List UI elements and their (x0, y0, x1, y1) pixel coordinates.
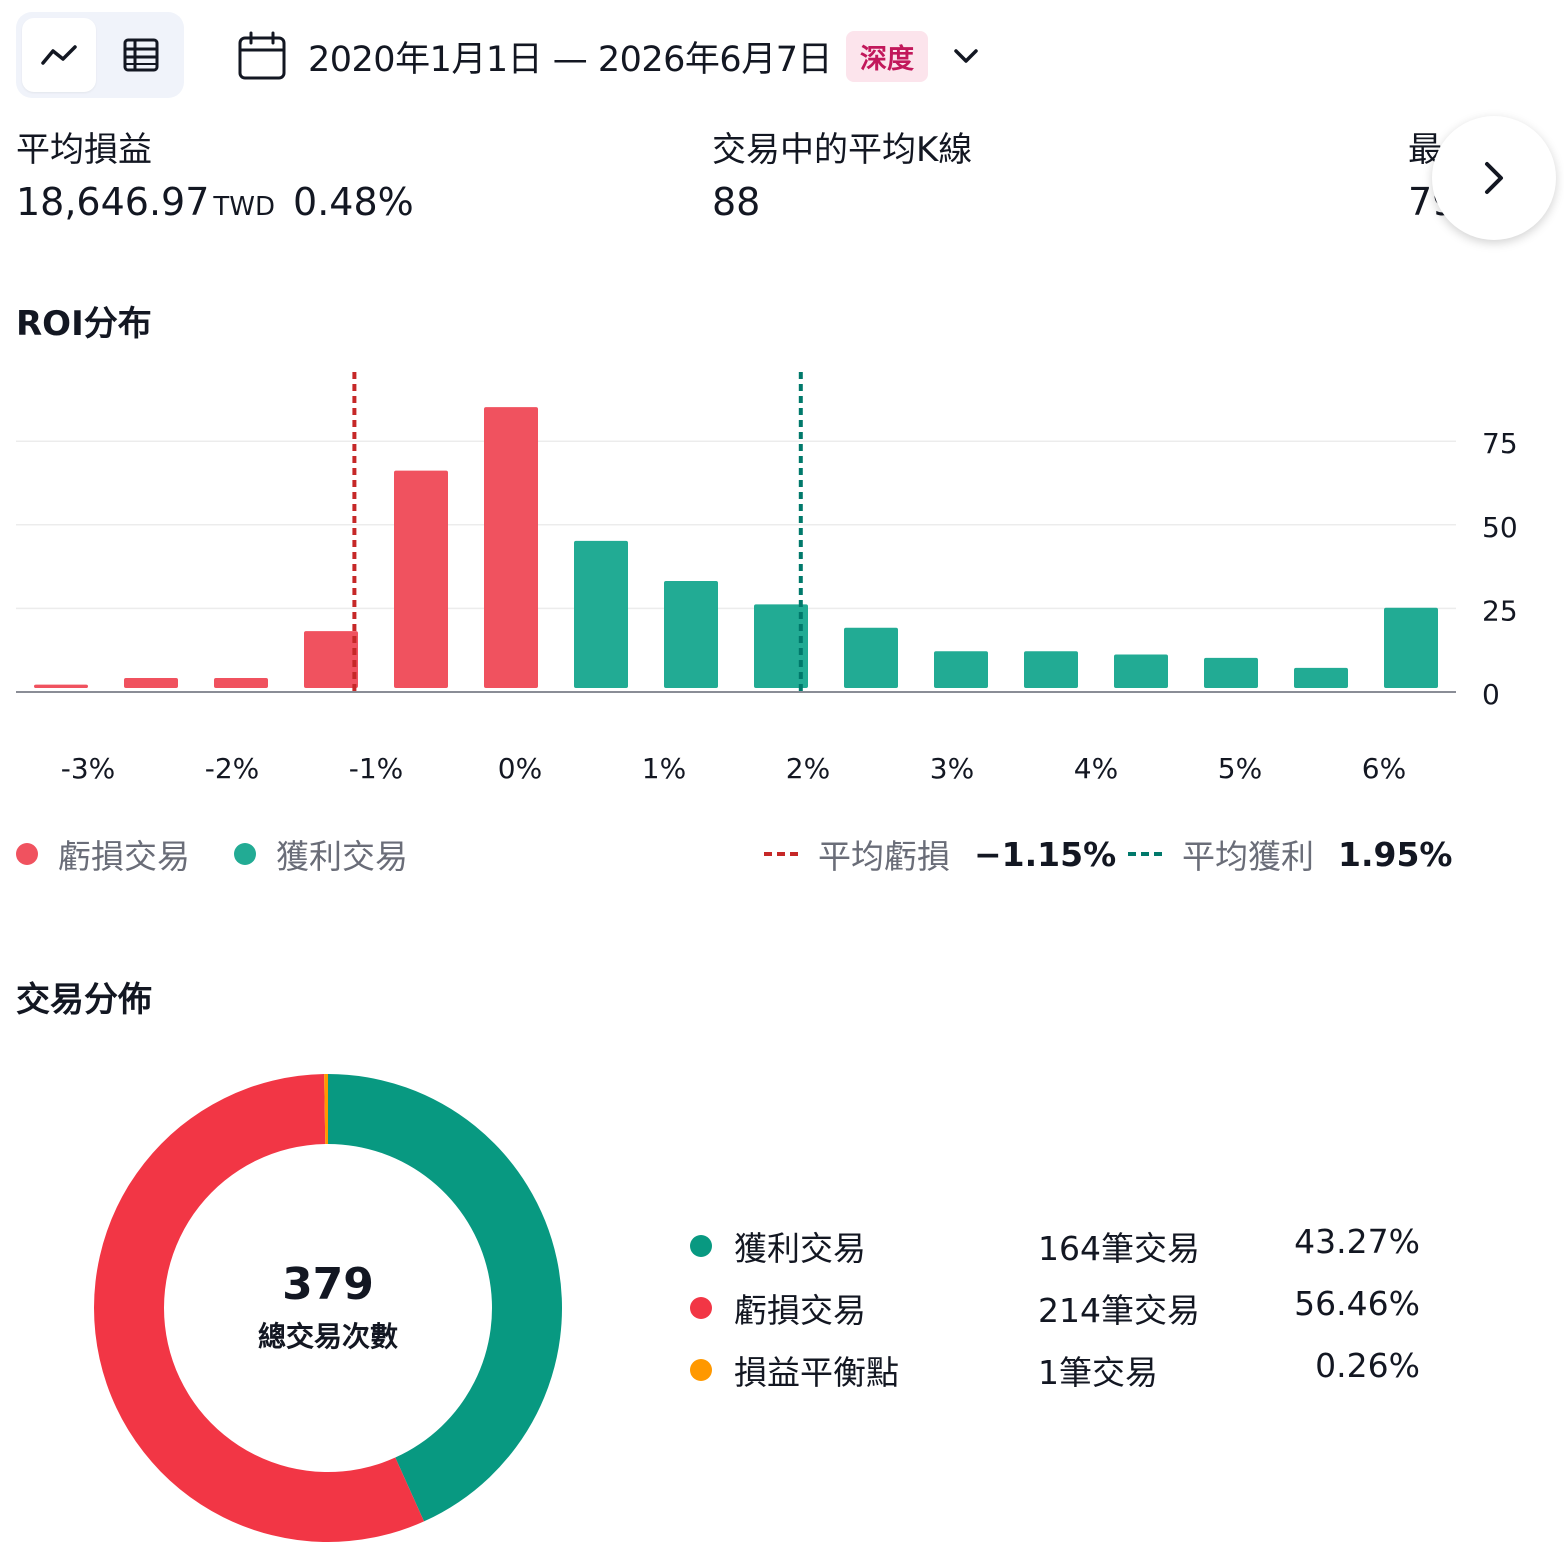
legend-avg-loss-label: 平均虧損 (818, 837, 950, 876)
distribution-section-title: 交易分佈 (16, 980, 152, 1020)
histogram-bar[interactable] (1024, 651, 1078, 688)
dist-label: 損益平衡點 (734, 1353, 899, 1392)
view-toggle (16, 12, 184, 98)
profit-dot (690, 1235, 712, 1257)
donut-slice[interactable] (324, 1074, 328, 1145)
dist-count: 214筆交易 (1038, 1291, 1200, 1330)
x-tick-label: 2% (786, 752, 830, 785)
avg-profit-dash-icon (1128, 852, 1162, 856)
avg-pnl-unit: TWD (213, 192, 276, 222)
histogram-bar[interactable] (574, 540, 628, 688)
histogram-bar[interactable] (214, 677, 268, 688)
histogram-bar[interactable] (1204, 657, 1258, 688)
dist-percent: 56.46% (1294, 1284, 1420, 1323)
histogram-bar[interactable] (934, 651, 988, 688)
dist-row-breakeven: 損益平衡點 1筆交易 0.26% (690, 1346, 1430, 1396)
x-tick-label: 4% (1074, 752, 1118, 785)
avg-pnl-label: 平均損益 (16, 130, 152, 170)
dist-count: 164筆交易 (1038, 1229, 1200, 1268)
legend-profit-label: 獲利交易 (276, 837, 408, 876)
x-tick-label: -1% (349, 752, 404, 785)
donut-slice[interactable] (328, 1074, 562, 1522)
y-tick-label: 50 (1482, 511, 1518, 544)
histogram-bar[interactable] (664, 580, 718, 688)
next-stats-button[interactable] (1432, 116, 1556, 240)
loss-dot (16, 843, 38, 865)
histogram-bar[interactable] (304, 631, 358, 688)
trade-distribution-donut (94, 1074, 562, 1542)
histogram-bar[interactable] (1294, 667, 1348, 688)
x-tick-label: -2% (205, 752, 260, 785)
avg-bars-label: 交易中的平均K線 (712, 130, 973, 170)
histogram-bar[interactable] (1114, 654, 1168, 688)
profit-dot (234, 843, 256, 865)
chevron-down-icon[interactable] (950, 40, 982, 72)
legend-avg-loss-value: −1.15% (974, 834, 1117, 874)
legend-loss-label: 虧損交易 (58, 837, 190, 876)
x-tick-label: 0% (498, 752, 542, 785)
dist-percent: 0.26% (1315, 1346, 1420, 1385)
calendar-icon (238, 31, 286, 80)
dist-label: 獲利交易 (734, 1229, 866, 1268)
legend-avg-profit-label: 平均獲利 (1182, 837, 1314, 876)
x-tick-label: 5% (1218, 752, 1262, 785)
avg-bars-value: 88 (712, 180, 761, 224)
y-tick-label: 25 (1482, 594, 1518, 627)
x-tick-label: 3% (930, 752, 974, 785)
histogram-bar[interactable] (124, 677, 178, 688)
table-view-button[interactable] (104, 18, 178, 92)
avg-pnl-value: 18,646.97 (16, 180, 210, 224)
breakeven-dot (690, 1359, 712, 1381)
y-tick-label: 0 (1482, 678, 1500, 711)
x-tick-label: 6% (1362, 752, 1406, 785)
legend-loss: 虧損交易 (16, 828, 190, 880)
dist-percent: 43.27% (1294, 1222, 1420, 1261)
trend-line-icon (41, 45, 77, 65)
legend-profit: 獲利交易 (234, 828, 408, 880)
x-tick-label: 1% (642, 752, 686, 785)
legend-avg-profit-value: 1.95% (1338, 834, 1453, 874)
avg-pnl-percent: 0.48% (293, 180, 414, 224)
dist-label: 虧損交易 (734, 1291, 866, 1330)
dist-count: 1筆交易 (1038, 1353, 1158, 1392)
legend-avg-profit: 平均獲利 1.95% (1128, 828, 1453, 880)
histogram-bar[interactable] (394, 470, 448, 688)
histogram-bar[interactable] (844, 627, 898, 688)
line-view-button[interactable] (22, 18, 96, 92)
y-tick-label: 75 (1482, 427, 1518, 460)
histogram-bar[interactable] (754, 604, 808, 688)
histogram-bar[interactable] (484, 407, 538, 688)
date-range-text: 2020年1月1日 — 2026年6月7日 (308, 39, 832, 80)
avg-loss-dash-icon (764, 852, 798, 856)
x-tick-label: -3% (61, 752, 116, 785)
roi-histogram: 0 25 50 75 -3% -2% -1% 0% 1% 2% 3% 4% 5% 6% (16, 372, 1518, 785)
loss-dot (690, 1297, 712, 1319)
histogram-bar[interactable] (34, 684, 88, 688)
dist-row-loss: 虧損交易 214筆交易 56.46% (690, 1284, 1430, 1334)
chevron-right-icon (1485, 162, 1503, 194)
avg-pnl-value-group: 18,646.97 TWD 0.48% (16, 180, 414, 224)
depth-badge: 深度 (845, 30, 928, 82)
dist-row-profit: 獲利交易 164筆交易 43.27% (690, 1222, 1430, 1272)
roi-section-title: ROI分布 (16, 304, 152, 344)
legend-avg-loss: 平均虧損 −1.15% (764, 828, 1116, 880)
date-range-selector[interactable]: 2020年1月1日 — 2026年6月7日 深度 (236, 24, 982, 88)
donut-slice[interactable] (94, 1074, 425, 1542)
histogram-bar[interactable] (1384, 607, 1438, 688)
table-icon (123, 38, 159, 72)
